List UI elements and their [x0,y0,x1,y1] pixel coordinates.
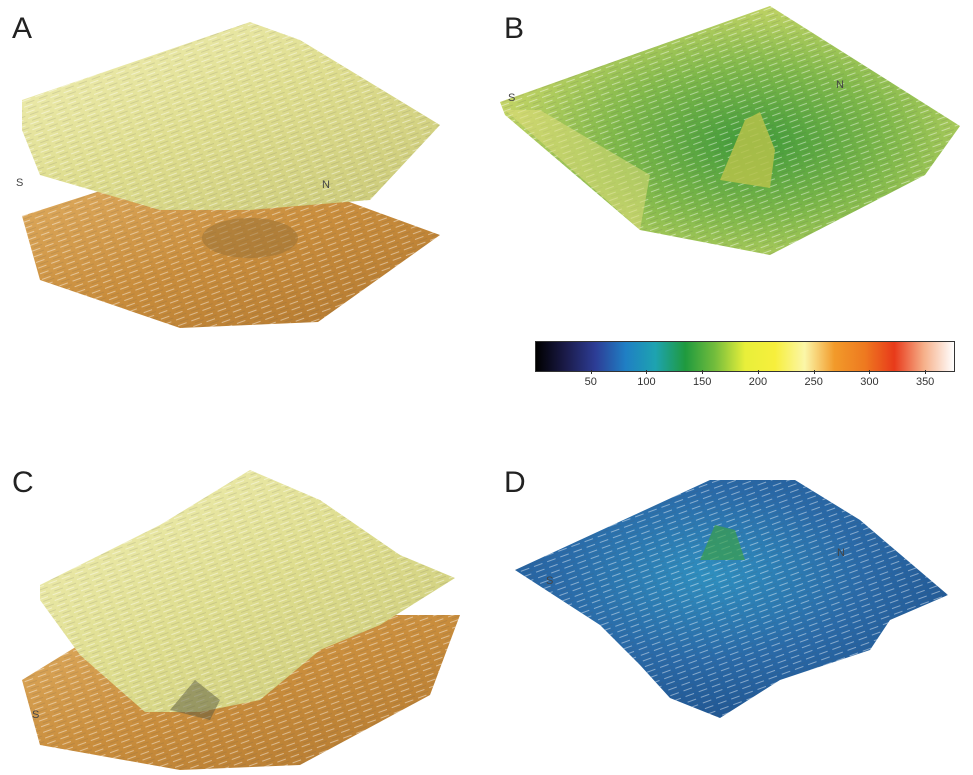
colorbar-tick-label: 350 [915,376,935,388]
direction-s-c: S [32,709,40,721]
panel-letter-b: B [504,12,525,45]
direction-s-d: S [546,575,554,587]
colorbar-tick [757,370,759,374]
colorbar: 50 100 150 200 250 300 350 [535,341,955,388]
colorbar-tick-label: 50 [584,376,597,388]
colorbar-tick [702,370,704,374]
direction-s-a: S [16,177,24,189]
colorbar-tick [590,370,592,374]
colorbar-tick [813,370,815,374]
colorbar-tick-label: 300 [860,376,879,388]
direction-n-a: N [322,179,330,191]
colorbar-gradient [535,341,955,372]
panel-letter-c: C [12,466,34,499]
direction-n-d: N [837,547,845,559]
colorbar-tick-label: 100 [637,376,656,388]
direction-s-b: S [508,92,516,104]
panel-letter-a: A [12,12,33,45]
panel-letter-d: D [504,466,526,499]
direction-n-b: N [836,79,844,91]
colorbar-tick-label: 150 [693,376,712,388]
colorbar-tick [646,370,648,374]
colorbar-tick [925,370,927,374]
colorbar-tick [869,370,871,374]
colorbar-tick-label: 200 [748,376,768,388]
colorbar-tick-label: 250 [804,376,823,388]
